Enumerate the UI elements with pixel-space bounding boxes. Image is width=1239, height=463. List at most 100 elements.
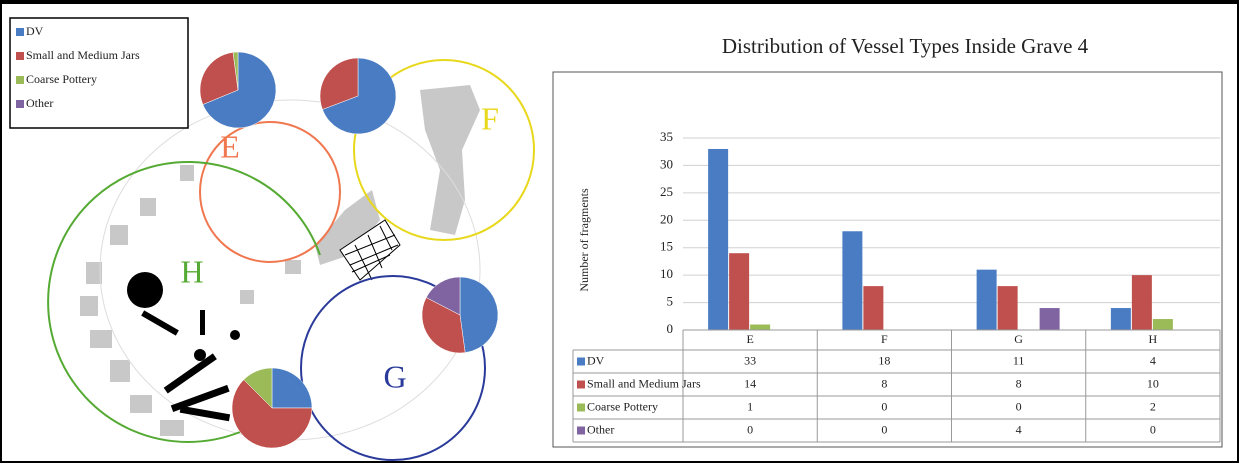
stone — [180, 165, 194, 181]
zone-label: F — [481, 100, 499, 136]
bar — [729, 253, 750, 330]
y-tick-label: 25 — [660, 184, 673, 199]
map-legend-swatch — [16, 52, 24, 60]
zone-label: E — [220, 128, 240, 164]
bone — [141, 310, 179, 336]
bar — [1152, 319, 1173, 330]
chart-panel — [552, 71, 1223, 448]
table-value: 4 — [1016, 422, 1022, 436]
stone — [140, 198, 156, 216]
stone — [240, 290, 254, 304]
table-value: 0 — [1150, 422, 1156, 436]
bone — [230, 330, 240, 340]
table-value: 33 — [744, 353, 756, 367]
map-legend-box — [9, 17, 189, 129]
table-value: 0 — [1016, 399, 1022, 413]
y-tick-label: 15 — [660, 239, 673, 254]
map-legend-swatch — [16, 28, 24, 36]
bone — [200, 310, 205, 335]
table-value: 14 — [744, 376, 756, 390]
table-legend-swatch — [577, 357, 585, 366]
pie-slice — [425, 276, 461, 316]
y-tick-label: 35 — [660, 129, 673, 144]
map-legend-label: Small and Medium Jars — [26, 48, 140, 62]
stone — [110, 225, 128, 245]
hatch-lines — [344, 225, 399, 281]
table-value: 4 — [1150, 353, 1156, 367]
table-value: 0 — [881, 399, 887, 413]
skeleton — [127, 272, 240, 422]
pie-slice — [231, 379, 313, 449]
bar — [1110, 308, 1131, 330]
bone — [170, 384, 230, 413]
stone — [80, 296, 98, 316]
x-tick-label: F — [881, 332, 888, 346]
bone — [179, 405, 231, 422]
pie-slice — [202, 51, 277, 129]
table-value: 0 — [881, 422, 887, 436]
y-tick-label: 0 — [667, 321, 674, 336]
table-value: 1 — [747, 399, 753, 413]
pie-slice — [199, 52, 239, 105]
y-tick-label: 20 — [660, 211, 673, 226]
hatch — [339, 219, 401, 281]
stone — [420, 85, 480, 235]
pie-slice — [459, 276, 499, 353]
map-legend-label: Coarse Pottery — [26, 72, 97, 86]
map-legend-label: DV — [26, 24, 44, 38]
table-value: 11 — [1013, 353, 1025, 367]
stone — [130, 395, 152, 413]
grave-map — [80, 85, 480, 436]
stone — [86, 262, 102, 284]
y-tick-label: 5 — [667, 294, 674, 309]
bar — [842, 231, 863, 330]
map-legend-label: Other — [26, 96, 53, 110]
table-legend-swatch — [577, 403, 585, 412]
stone — [285, 260, 301, 274]
table-value: 2 — [1150, 399, 1156, 413]
map-legend-swatch — [16, 76, 24, 84]
table-series-name: Small and Medium Jars — [587, 376, 701, 390]
pie-slice — [322, 57, 397, 135]
table-series-name: Other — [587, 422, 614, 436]
stone — [110, 360, 130, 382]
stone — [90, 330, 112, 348]
pie-slice — [243, 367, 273, 409]
x-tick-label: H — [1149, 332, 1158, 346]
zone-label: G — [383, 358, 406, 394]
bar — [976, 269, 997, 330]
table-legend-swatch — [577, 380, 585, 389]
table-value: 8 — [881, 376, 887, 390]
zone-label: H — [180, 253, 203, 289]
zone-e — [199, 121, 341, 263]
table-legend-swatch — [577, 426, 585, 435]
table-value: 0 — [747, 422, 753, 436]
pie-slice — [232, 51, 239, 91]
bar — [708, 148, 729, 330]
bar — [863, 286, 884, 330]
pie-slice — [421, 297, 466, 354]
x-tick-label: G — [1014, 332, 1023, 346]
y-tick-label: 30 — [660, 156, 673, 171]
table-series-name: DV — [587, 353, 605, 367]
bar — [1131, 275, 1152, 330]
stone — [160, 420, 184, 436]
bar — [997, 286, 1018, 330]
chart-title: Distribution of Vessel Types Inside Grav… — [722, 34, 1089, 58]
zone-g — [300, 275, 486, 461]
pie-slice — [271, 367, 313, 409]
bar — [1039, 308, 1060, 330]
bar — [750, 324, 771, 330]
bone — [163, 353, 217, 394]
x-tick-label: E — [746, 332, 753, 346]
stone — [315, 190, 380, 265]
table-value: 10 — [1147, 376, 1159, 390]
map-legend-swatch — [16, 100, 24, 108]
table-series-name: Coarse Pottery — [587, 399, 658, 413]
skull — [127, 272, 163, 308]
bone — [194, 349, 206, 361]
table-value: 8 — [1016, 376, 1022, 390]
y-axis-label: Number of fragments — [577, 188, 591, 292]
y-tick-label: 10 — [660, 266, 673, 281]
